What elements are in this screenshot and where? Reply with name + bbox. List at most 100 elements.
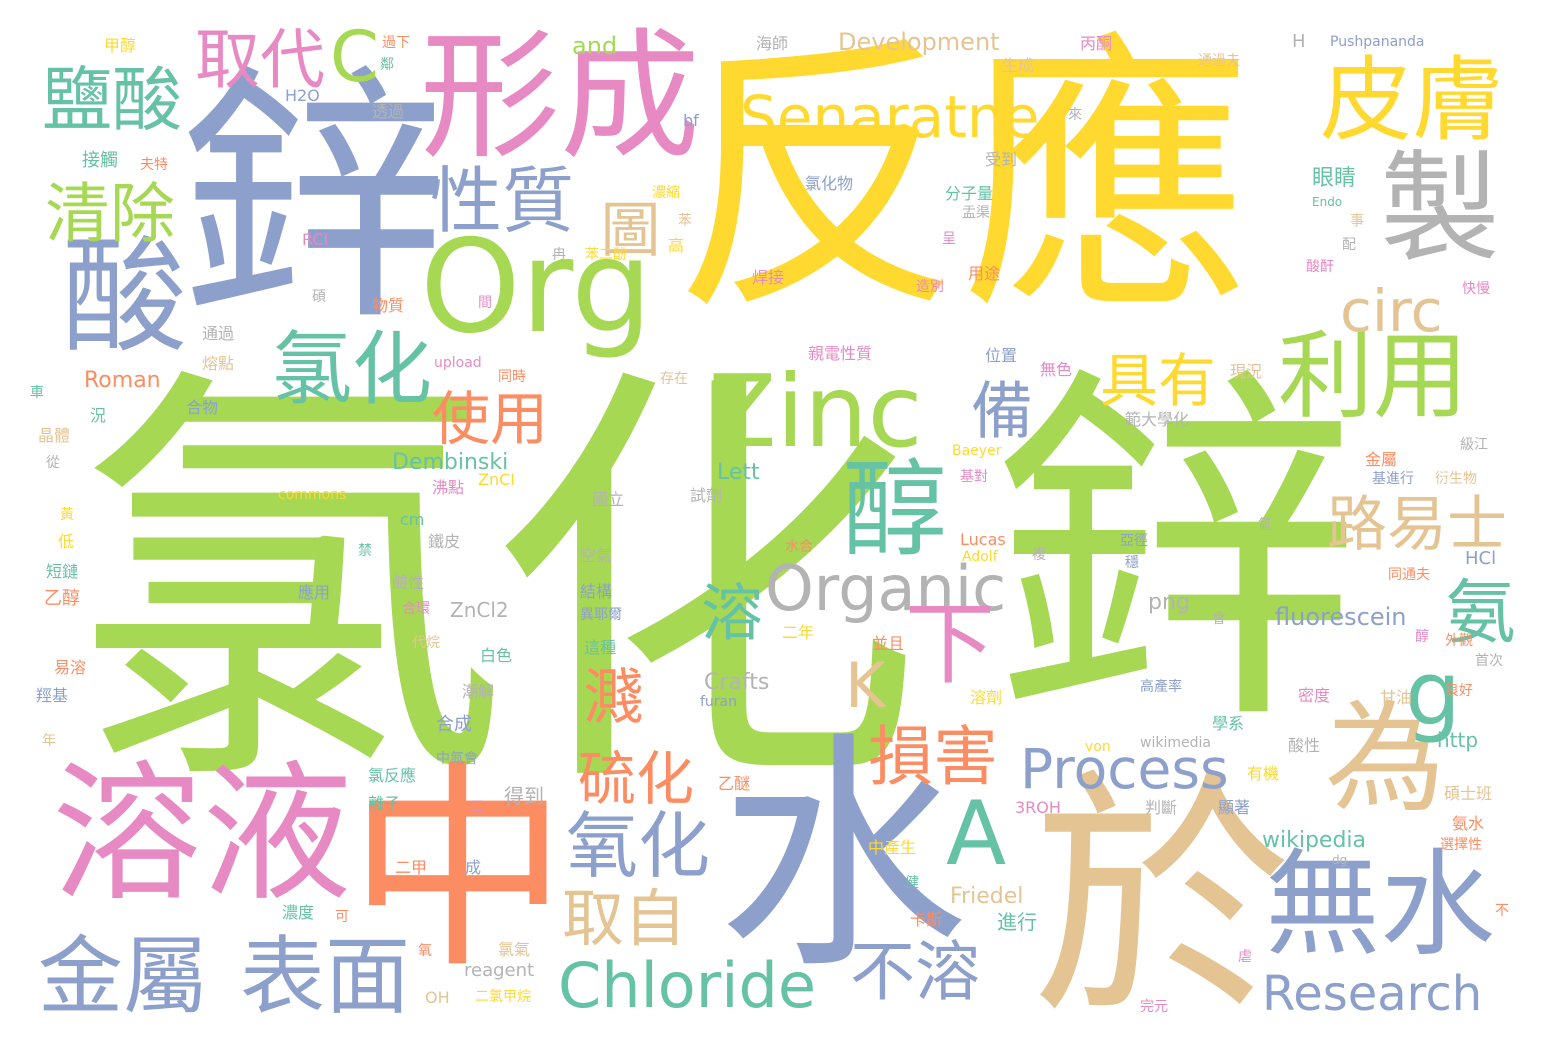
word-xingzhi: 性質 — [430, 159, 575, 243]
word-suanpi: 酸酐 — [1306, 259, 1334, 275]
word-lucas: Lucas — [960, 530, 1006, 549]
word-nongsuo: 濃縮 — [652, 185, 680, 201]
word-c: C — [330, 16, 379, 98]
word-wikipedia: wikipedia — [1262, 828, 1367, 853]
word-dg: dg — [1332, 853, 1348, 867]
word-and: and — [572, 32, 618, 60]
word-rongye: 溶液 — [52, 748, 353, 922]
word-feidian: 沸點 — [432, 478, 465, 497]
word-zhi: 製 — [1380, 140, 1500, 279]
word-benerfen: 苯二酚 — [585, 247, 627, 263]
word-tongtong: 同通夫 — [1388, 567, 1430, 583]
word-cong: 從 — [46, 455, 60, 471]
word-yiyebing: 異耶爾 — [580, 607, 622, 623]
word-shiji: 試劑 — [690, 486, 723, 505]
word-jiegou: 結構 — [580, 582, 613, 601]
word-lvfanying: 氯反應 — [368, 766, 417, 785]
word-fanying: 反應 — [672, 12, 1252, 349]
word-xin-right: 鋅 — [990, 340, 1360, 770]
word-xu: 虐 — [1238, 949, 1252, 965]
word-senaratne: Senaratne — [740, 83, 1040, 151]
word-jinshu: 金屬 — [38, 928, 209, 1027]
word-xianzhu: 顯著 — [1218, 798, 1251, 817]
word-hecheng: 合成 — [436, 714, 472, 735]
word-kasi: 卡斯 — [910, 910, 943, 929]
word-yingyong: 應用 — [298, 583, 331, 602]
word-jiechu: 接觸 — [82, 150, 118, 171]
word-research: Research — [1262, 966, 1483, 1022]
word-chaojie: 潮解 — [462, 682, 495, 701]
word-oh: OH — [425, 988, 450, 1007]
word-tongguo2: 通過 — [202, 324, 235, 343]
word-suanxing: 酸性 — [1288, 736, 1321, 755]
word-yanghua: 氧化 — [566, 804, 711, 888]
word-bu: 不 — [1495, 903, 1509, 919]
word-friedel: Friedel — [950, 884, 1024, 909]
word-jidui: 基對 — [960, 469, 988, 485]
word-rong: 溶 — [690, 580, 763, 642]
word-kuang: 況 — [90, 406, 107, 425]
word-zhongchansheng: 中產生 — [868, 838, 917, 857]
word-chun: 醇 — [842, 449, 948, 571]
word-jinshu-small: 金屬 — [1365, 450, 1398, 469]
word-guoxia: 過下 — [382, 35, 410, 51]
word-duanlian: 短鏈 — [46, 562, 79, 581]
word-zncl-small: ZnCI — [478, 470, 515, 489]
word-cunzai: 存在 — [660, 371, 688, 387]
word-wuse: 無色 — [1040, 360, 1073, 379]
word-huang: 黃 — [60, 507, 74, 523]
word-jiang: 禁 — [358, 543, 372, 559]
word-quzi: 取自 — [562, 882, 687, 955]
word-guoli: 國立 — [592, 490, 625, 509]
word-qingchu: 清除 — [45, 177, 176, 252]
word-jian3: 穩 — [1125, 555, 1139, 571]
word-cheng: 呈 — [942, 231, 956, 247]
word-shiyong: 使用 — [432, 385, 549, 453]
word-laizi: 來 — [1068, 107, 1082, 123]
word-hcl: HCl — [1465, 548, 1497, 569]
word-bing: 鄰 — [380, 57, 394, 73]
word-development: Development — [838, 28, 1000, 56]
word-dijing: 亞徑 — [1120, 533, 1148, 549]
word-circ: circ — [1340, 277, 1443, 345]
word-hewu: 合物 — [186, 398, 219, 417]
word-liyong: 利用 — [1278, 322, 1469, 432]
word-shui: 水 — [718, 711, 968, 1002]
word-baise: 白色 — [480, 646, 513, 665]
word-rci: RCI — [302, 230, 329, 249]
word-juyou: 具有 — [1100, 347, 1217, 415]
word-gao: 高 — [668, 236, 685, 255]
word-tongshi: 同時 — [498, 369, 526, 385]
word-haishi: 海師 — [756, 34, 789, 53]
word-lizi: 離子 — [368, 794, 401, 813]
word-er: 耳 — [838, 785, 852, 801]
word-ben: 苯 — [678, 213, 692, 229]
word-jiachun: 甲醇 — [104, 36, 137, 55]
word-org: Org — [420, 213, 653, 362]
word-tiepi: 鐵皮 — [428, 532, 461, 551]
word-cheng2: 成 — [465, 858, 482, 877]
word-yichun: 乙醇 — [44, 588, 80, 609]
word-http: http — [1437, 728, 1479, 752]
word-lett: Lett — [717, 460, 760, 485]
word-q: 氫 — [1258, 517, 1272, 533]
word-qiangji: 羥基 — [36, 686, 69, 705]
word-daiwan: 代烷 — [412, 635, 440, 651]
word-yiyuan: 易溶 — [54, 658, 87, 677]
word-upload: upload — [434, 355, 482, 371]
word-lianghao: 良好 — [1445, 683, 1473, 699]
word-k: K — [845, 649, 886, 722]
word-png: png — [1148, 590, 1190, 615]
word-ke: 可 — [335, 909, 349, 925]
word-g: g — [1405, 642, 1461, 745]
word-zhongqi: 中氮會 — [436, 751, 478, 767]
word-yuanxin: 盂渠 — [962, 205, 990, 221]
word-panduan: 判斷 — [1145, 798, 1178, 817]
word-pushpananda: Pushpananda — [1330, 34, 1425, 50]
word-burong: 不溶 — [850, 935, 981, 1010]
word-kongqi: 空氣 — [580, 546, 613, 565]
word-qindianxing: 親電性質 — [808, 344, 873, 363]
word-tongguofu: 通過夫 — [1198, 53, 1240, 69]
word-luyishi: 路易士 — [1327, 490, 1507, 560]
word-hehuan: 合環 — [402, 601, 430, 617]
